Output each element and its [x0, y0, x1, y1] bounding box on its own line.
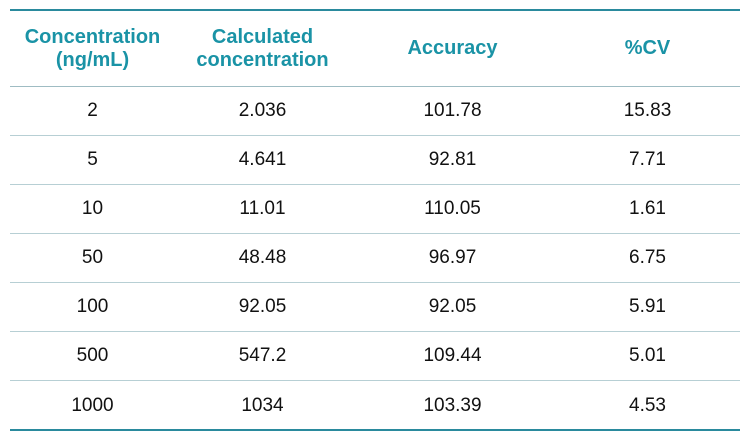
- cell-calculated: 11.01: [175, 184, 350, 234]
- cell-accuracy: 92.81: [350, 135, 555, 185]
- cell-concentration: 50: [10, 233, 175, 283]
- cell-cv: 7.71: [555, 135, 740, 185]
- table-row: 1000 1034 103.39 4.53: [10, 381, 740, 431]
- header-calculated-line2: concentration: [196, 48, 329, 71]
- header-concentration-line2: (ng/mL): [55, 48, 130, 71]
- table-row: 10 11.01 110.05 1.61: [10, 184, 740, 234]
- table-row: 500 547.2 109.44 5.01: [10, 331, 740, 381]
- cell-cv: 4.53: [629, 394, 666, 416]
- cell-calculated: 4.641: [175, 135, 350, 185]
- cell-cv: 15.83: [555, 86, 740, 136]
- cell-calculated: 547.2: [175, 331, 350, 381]
- cell-concentration: 5: [10, 135, 175, 185]
- header-row: Concentration (ng/mL) Calculated concent…: [10, 11, 740, 87]
- cell-cv: 6.75: [555, 233, 740, 283]
- header-accuracy: Accuracy: [350, 11, 555, 87]
- header-cv-line1: %CV: [624, 37, 671, 59]
- cell-concentration: 10: [10, 184, 175, 234]
- cell-concentration: 100: [10, 282, 175, 332]
- cell-calculated: 92.05: [175, 282, 350, 332]
- cell-cv: 1.61: [555, 184, 740, 234]
- concentration-table: Concentration (ng/mL) Calculated concent…: [10, 11, 740, 430]
- table-row: 50 48.48 96.97 6.75: [10, 233, 740, 283]
- table-row: 100 92.05 92.05 5.91: [10, 282, 740, 332]
- cell-accuracy: 109.44: [350, 331, 555, 381]
- header-concentration-line1: Concentration: [24, 25, 161, 48]
- data-table-container: Concentration (ng/mL) Calculated concent…: [10, 9, 740, 431]
- cell-calculated: 2.036: [175, 86, 350, 136]
- header-calculated-line1: Calculated: [211, 25, 314, 48]
- table-row: 2 2.036 101.78 15.83: [10, 86, 740, 136]
- cell-calculated: 1034: [241, 394, 284, 416]
- header-accuracy-line1: Accuracy: [407, 37, 498, 59]
- cell-cv: 5.91: [555, 282, 740, 332]
- cell-accuracy: 110.05: [350, 184, 555, 234]
- cell-calculated: 48.48: [175, 233, 350, 283]
- cell-accuracy: 92.05: [350, 282, 555, 332]
- header-cv: %CV: [555, 11, 740, 87]
- header-calculated-concentration: Calculated concentration: [175, 11, 350, 87]
- cell-cv: 5.01: [555, 331, 740, 381]
- table-row: 5 4.641 92.81 7.71: [10, 135, 740, 185]
- cell-concentration: 1000: [71, 394, 114, 416]
- cell-accuracy: 103.39: [423, 394, 482, 416]
- header-concentration: Concentration (ng/mL): [10, 11, 175, 87]
- cell-accuracy: 101.78: [350, 86, 555, 136]
- cell-concentration: 500: [10, 331, 175, 381]
- cell-accuracy: 96.97: [350, 233, 555, 283]
- cell-concentration: 2: [10, 86, 175, 136]
